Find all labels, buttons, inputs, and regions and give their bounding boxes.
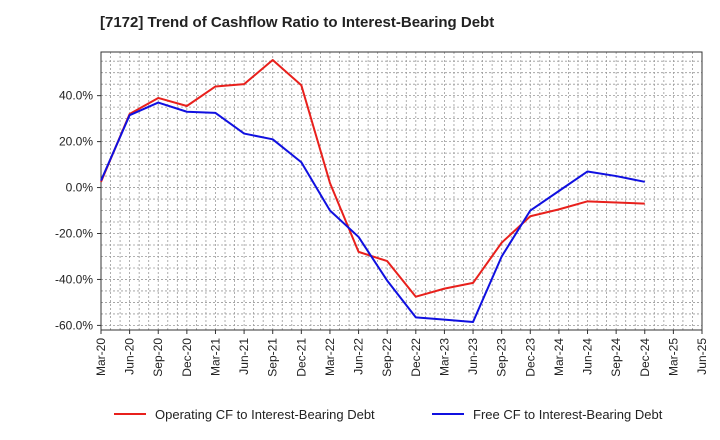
x-tick-label: Sep-21 <box>266 338 280 377</box>
x-tick-label: Jun-23 <box>466 338 480 375</box>
x-tick-label: Dec-23 <box>523 338 537 377</box>
x-tick-label: Jun-22 <box>352 338 366 375</box>
x-tick-label: Mar-21 <box>208 338 222 376</box>
y-tick-label: -20.0% <box>55 227 93 241</box>
y-tick-label: 40.0% <box>59 89 93 103</box>
y-tick-label: 0.0% <box>66 181 94 195</box>
x-axis-ticks: Mar-20 Jun-20 Sep-20 Dec-20 Mar-21 Jun-21 Sep-… <box>94 330 709 377</box>
legend-label: Operating CF to Interest-Bearing Debt <box>155 407 375 422</box>
x-tick-label: Dec-20 <box>180 338 194 377</box>
chart-title: [7172] Trend of Cashflow Ratio to Intere… <box>100 14 495 31</box>
x-tick-label: Mar-20 <box>94 338 108 376</box>
legend: Operating CF to Interest-Bearing Debt Fre… <box>114 407 663 422</box>
x-tick-label: Dec-24 <box>638 338 652 377</box>
y-tick-label: 20.0% <box>59 135 93 149</box>
y-tick-label: -40.0% <box>55 272 93 286</box>
series-line-free-cf <box>100 101 645 323</box>
plot-frame <box>100 51 703 331</box>
x-tick-label: Mar-25 <box>666 338 680 376</box>
x-tick-label: Mar-24 <box>552 338 566 376</box>
x-tick-label: Jun-25 <box>695 338 709 375</box>
y-axis-ticks: -60.0% -40.0% -20.0% 0.0% 20.0% 40.0% <box>55 89 101 332</box>
x-tick-label: Jun-20 <box>123 338 137 375</box>
grid <box>101 52 702 330</box>
x-tick-label: Mar-23 <box>437 338 451 376</box>
series-line-operating-cf <box>100 59 645 298</box>
x-tick-label: Jun-24 <box>581 338 595 375</box>
series-lines <box>100 59 645 323</box>
x-tick-label: Sep-24 <box>609 338 623 377</box>
x-tick-label: Mar-22 <box>323 338 337 376</box>
x-tick-label: Dec-21 <box>294 338 308 377</box>
y-tick-label: -60.0% <box>55 318 93 332</box>
x-tick-label: Sep-22 <box>380 338 394 377</box>
legend-label: Free CF to Interest-Bearing Debt <box>473 407 663 422</box>
x-tick-label: Sep-23 <box>495 338 509 377</box>
x-tick-label: Jun-21 <box>237 338 251 375</box>
x-tick-label: Sep-20 <box>151 338 165 377</box>
x-tick-label: Dec-22 <box>409 338 423 377</box>
